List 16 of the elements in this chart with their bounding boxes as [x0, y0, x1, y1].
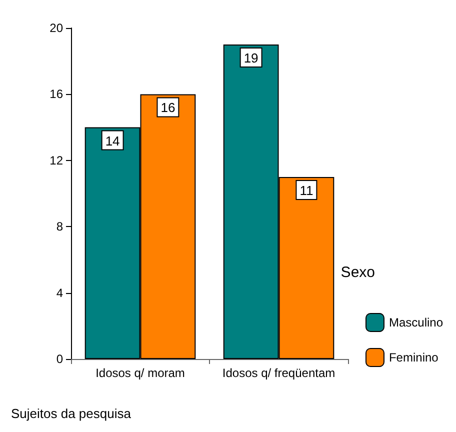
data-label: 16	[160, 100, 176, 116]
x-axis-title: Sujeitos da pesquisa	[11, 406, 132, 421]
legend-label: Feminino	[388, 350, 439, 364]
x-tick-label: Idosos q/ moram	[96, 366, 185, 380]
legend-title: Sexo	[340, 264, 376, 281]
y-tick-label: 4	[56, 286, 64, 300]
data-label: 14	[105, 133, 120, 148]
data-label: 11	[300, 182, 314, 198]
y-tick-label: 20	[50, 21, 64, 35]
data-label: 19	[244, 50, 258, 66]
x-tick-label: Idosos q/ freqüentam	[222, 366, 336, 380]
y-tick-label: 16	[50, 87, 64, 102]
y-tick-label: 8	[56, 220, 64, 234]
legend-label: Masculino	[388, 316, 444, 330]
y-tick-label: 12	[50, 153, 64, 168]
y-tick-label: 0	[56, 352, 64, 366]
